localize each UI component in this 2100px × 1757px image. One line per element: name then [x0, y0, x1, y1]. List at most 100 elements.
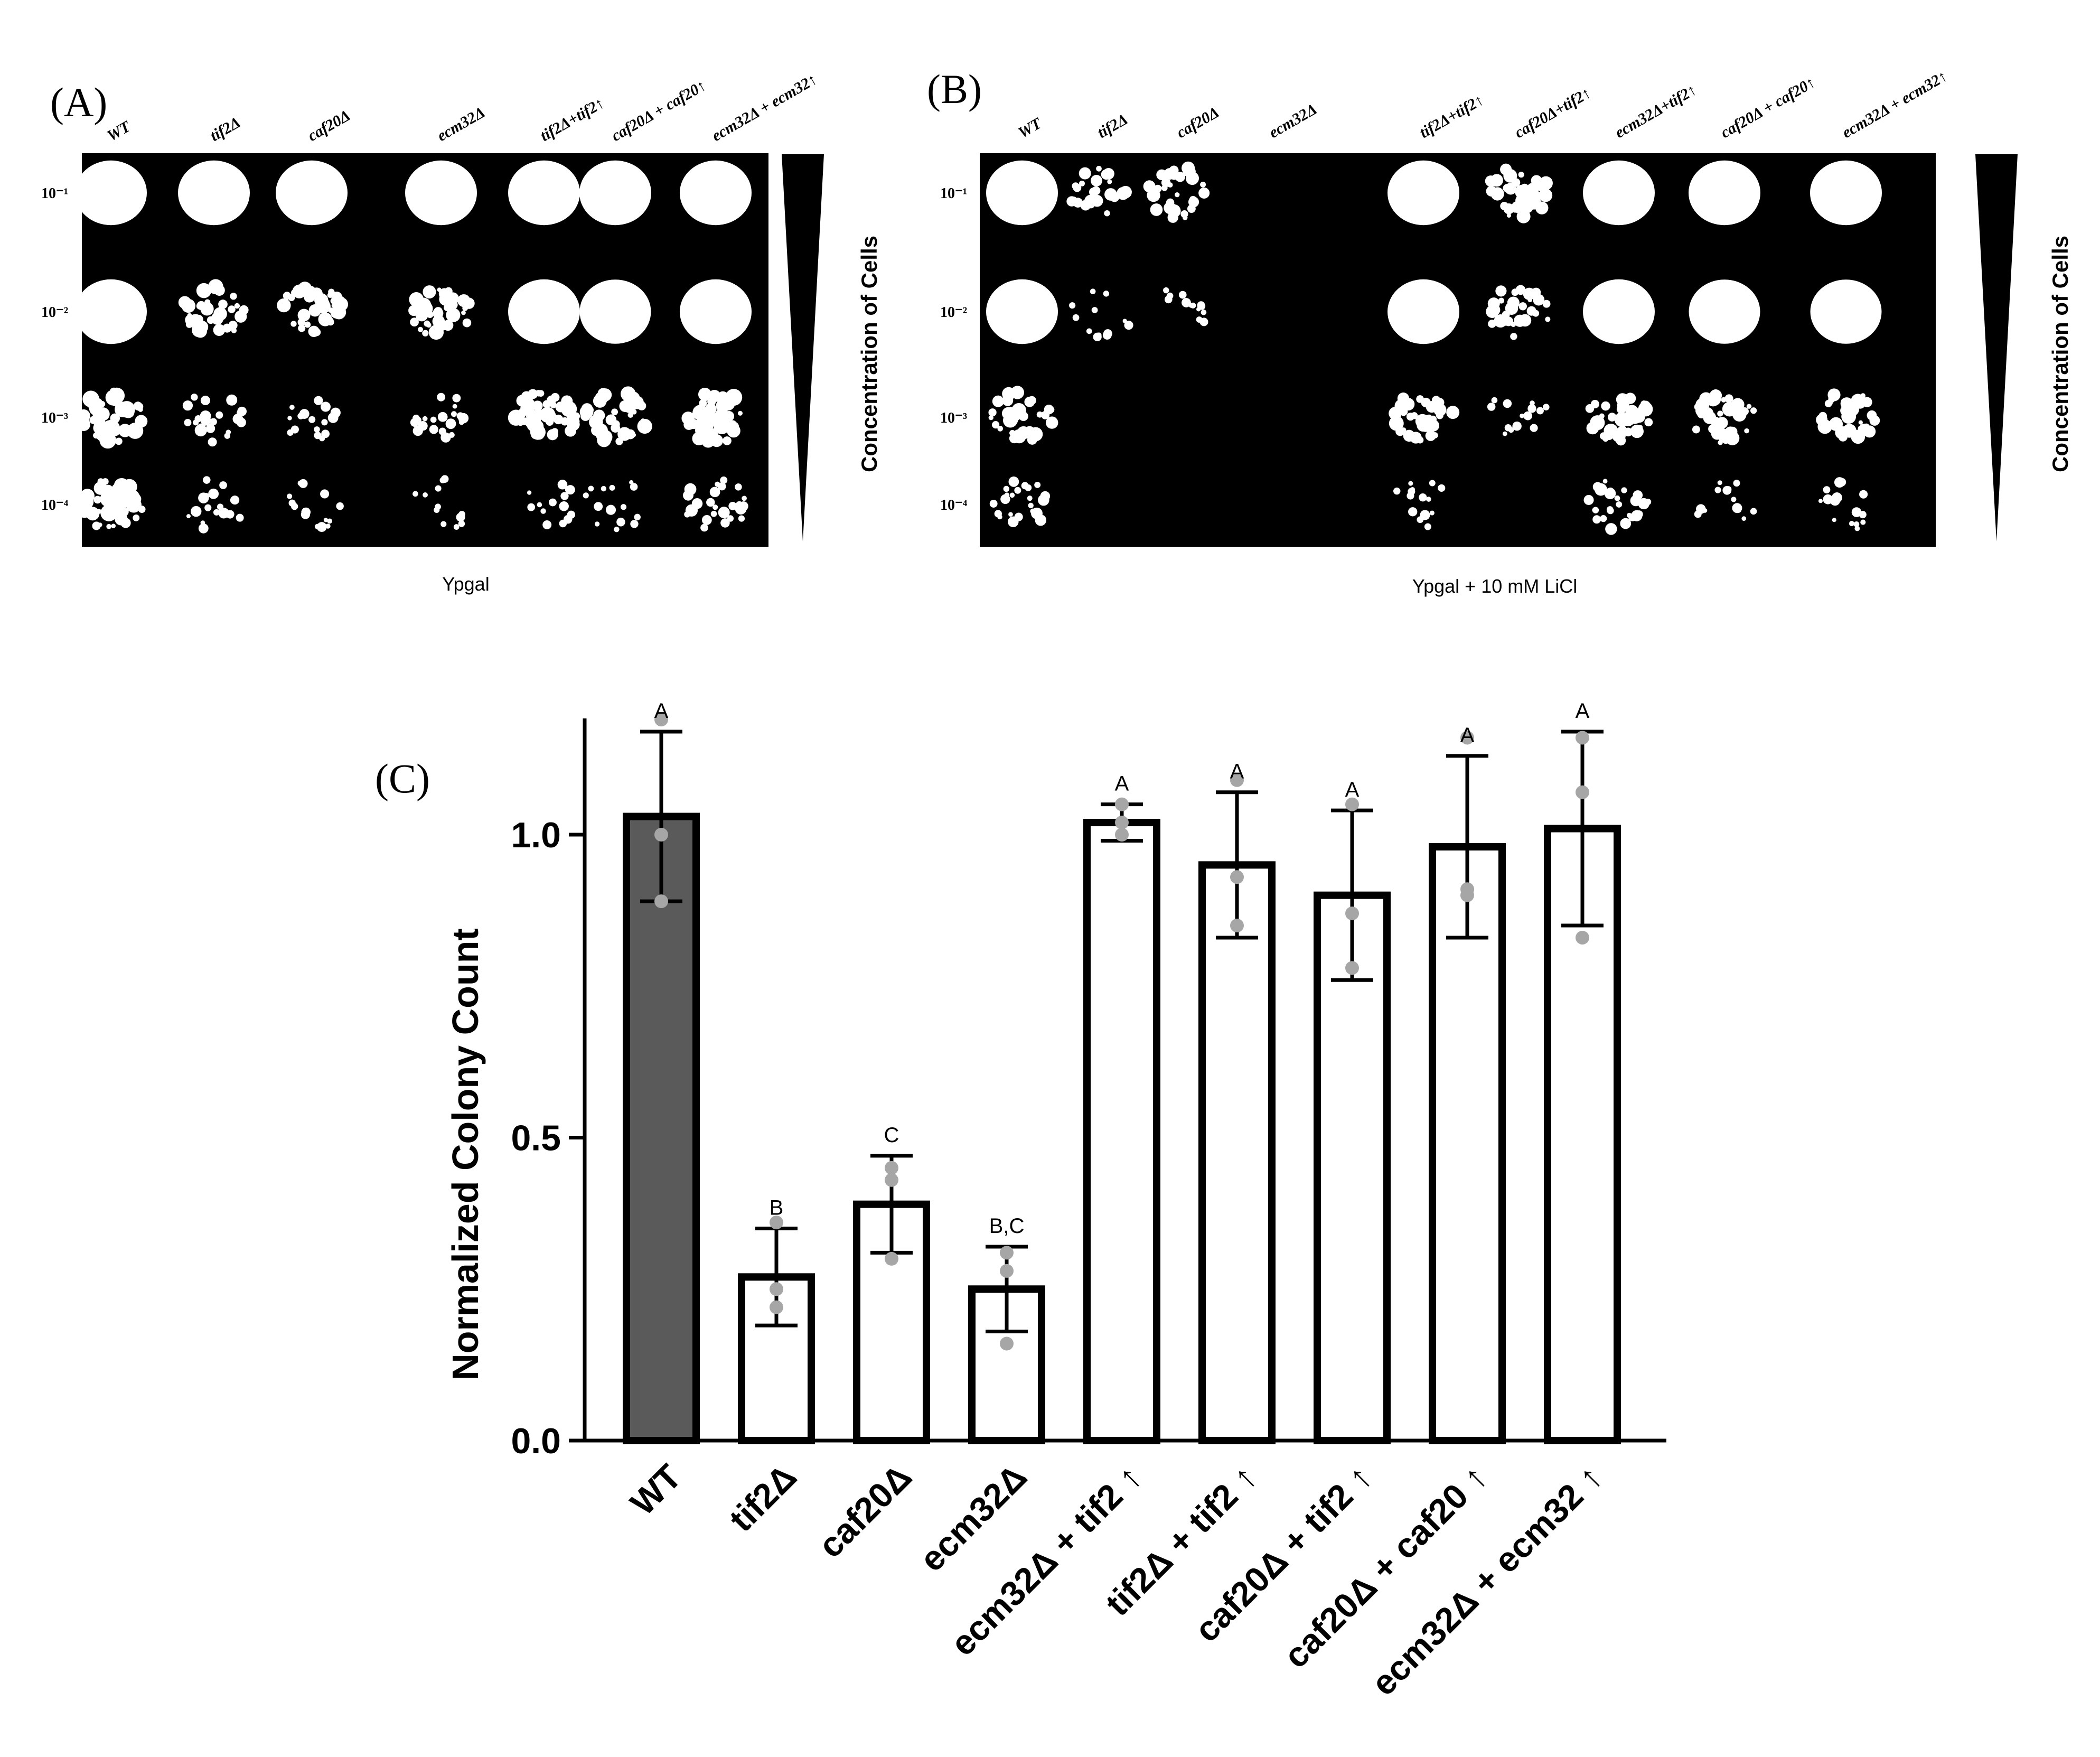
colony — [1718, 440, 1723, 445]
colony — [553, 414, 564, 425]
colony — [1849, 521, 1854, 527]
colony — [426, 285, 435, 294]
colony — [319, 435, 325, 442]
colony — [1008, 407, 1013, 412]
colony — [1486, 185, 1497, 197]
strain-label: WT — [104, 117, 134, 145]
significance-label: B — [770, 1197, 784, 1220]
colony — [560, 492, 569, 500]
colony — [1526, 193, 1538, 205]
colony — [213, 509, 220, 516]
colony — [193, 507, 199, 513]
colony — [591, 424, 603, 436]
colony — [1500, 163, 1512, 175]
colony — [297, 480, 303, 486]
colony — [559, 519, 567, 528]
colony — [110, 426, 120, 436]
colony — [1027, 496, 1033, 501]
colony — [583, 492, 589, 499]
colony — [1625, 405, 1639, 418]
colony — [200, 396, 210, 406]
colony — [1640, 400, 1647, 407]
y-tick-label: 1.0 — [511, 815, 561, 855]
colony — [698, 424, 708, 434]
colony — [1702, 508, 1708, 513]
colony — [202, 428, 208, 433]
colony — [535, 430, 545, 440]
colony — [1506, 213, 1512, 218]
colony — [720, 518, 730, 528]
colony — [99, 418, 106, 424]
colony — [458, 520, 465, 527]
colony — [135, 415, 148, 428]
data-point — [770, 1300, 783, 1314]
data-point — [885, 1173, 898, 1187]
colony — [1536, 407, 1544, 415]
colony — [1198, 187, 1210, 199]
colony — [181, 298, 195, 313]
colony-spot — [1583, 279, 1655, 344]
colony — [1408, 481, 1413, 486]
colony — [1725, 431, 1740, 445]
colony — [203, 492, 210, 500]
strain-label: WT — [1015, 114, 1045, 142]
colony — [1711, 428, 1723, 440]
colony — [1446, 406, 1460, 419]
colony — [1536, 179, 1550, 193]
colony — [418, 326, 424, 332]
colony — [1025, 484, 1032, 491]
colony — [1851, 507, 1862, 517]
data-point — [1230, 919, 1244, 933]
panel-a-condition: Ypgal — [442, 573, 489, 595]
colony — [1863, 397, 1868, 402]
colony — [1823, 486, 1831, 493]
colony — [594, 521, 600, 527]
significance-label: A — [1460, 724, 1475, 747]
colony — [1201, 309, 1207, 315]
colony — [297, 318, 306, 326]
colony — [1003, 485, 1009, 492]
colony — [1716, 417, 1728, 429]
colony — [537, 502, 542, 508]
dilution-label: 10⁻⁴ — [41, 497, 69, 513]
colony — [200, 302, 214, 316]
colony — [191, 394, 198, 401]
colony — [422, 330, 429, 337]
colony — [527, 490, 532, 495]
colony — [1735, 507, 1742, 513]
colony — [721, 396, 735, 411]
colony — [1395, 426, 1405, 436]
colony — [1586, 422, 1599, 435]
colony — [1541, 204, 1546, 210]
colony — [1703, 411, 1717, 424]
colony — [630, 520, 639, 528]
colony — [1417, 418, 1430, 432]
colony — [1860, 519, 1866, 525]
colony — [1198, 302, 1206, 310]
colony — [1102, 331, 1112, 340]
colony — [1746, 404, 1752, 409]
colony — [989, 500, 998, 508]
y-axis-label: Normalized Colony Count — [445, 928, 486, 1380]
colony — [701, 434, 715, 448]
colony — [111, 524, 116, 528]
colony — [605, 504, 616, 515]
colony-spot — [1810, 160, 1882, 226]
colony — [277, 298, 291, 313]
colony — [1014, 487, 1021, 494]
colony — [620, 504, 627, 510]
strain-label: ecm32Δ + ecm32↑ — [1839, 67, 1951, 142]
colony — [445, 418, 456, 429]
panel-a-dilution-labels: 10⁻¹ 10⁻² 10⁻³ 10⁻⁴ — [41, 185, 69, 513]
colony — [429, 425, 438, 434]
data-point — [1230, 773, 1244, 787]
colony-spot — [75, 160, 147, 226]
strain-label: caf20Δ+tif2↑ — [1512, 84, 1594, 142]
dilution-label: 10⁻⁴ — [940, 497, 968, 513]
colony — [565, 485, 575, 495]
colony — [598, 388, 612, 401]
colony — [437, 412, 448, 422]
colony — [522, 397, 535, 410]
colony — [1086, 200, 1095, 209]
colony — [1526, 183, 1539, 195]
